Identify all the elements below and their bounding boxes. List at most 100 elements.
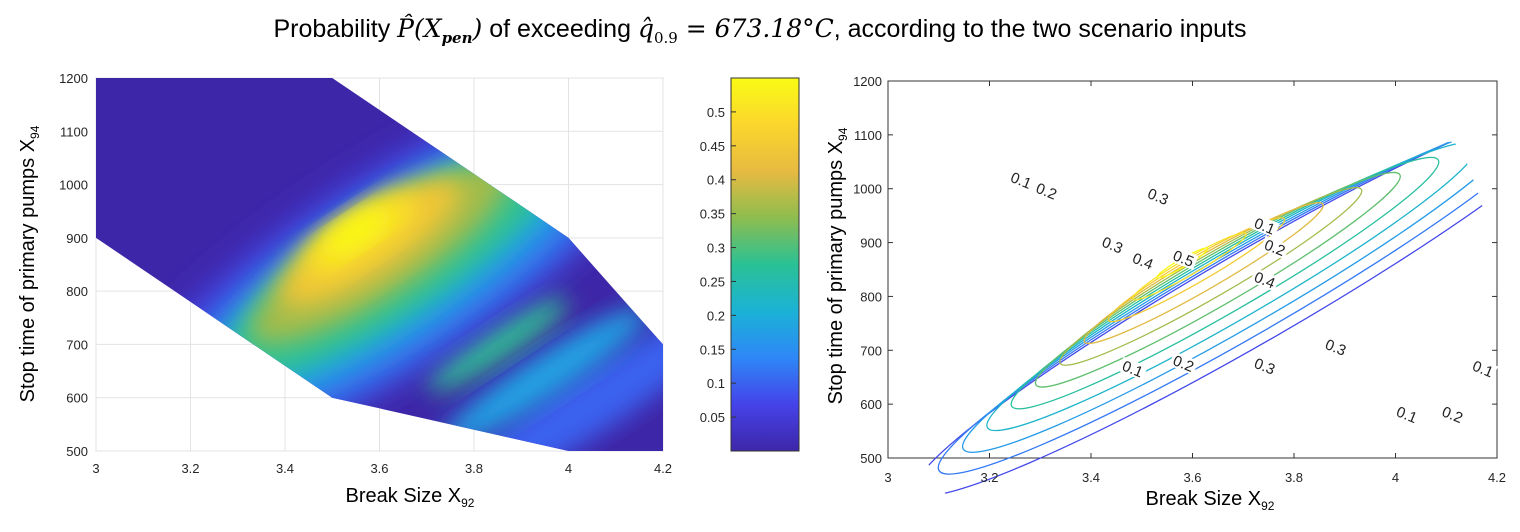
left-y-ticks: 500 600 700 800 900 1000 1100 1200 <box>59 71 88 459</box>
contour-label: 0.1 <box>1470 358 1496 382</box>
contour-line-level <box>1059 186 1363 366</box>
contour-label: 0.3 <box>1145 185 1171 209</box>
left-y-tick-label: 600 <box>66 391 88 406</box>
right-y-tick-label: 800 <box>860 289 882 304</box>
contour-label-group: 0.1 <box>1249 214 1280 239</box>
contour-label-group: 0.3 <box>1143 184 1174 209</box>
q-hat-symbol: q̂ <box>637 14 654 43</box>
contour-label: 0.2 <box>1439 404 1465 428</box>
contour-line-level <box>937 111 1520 475</box>
right-x-tick-label: 3 <box>884 470 891 485</box>
left-x-tick-label: 3.4 <box>276 461 294 476</box>
right-y-tick-label: 900 <box>860 236 882 251</box>
colorbar-tick-label: 0.3 <box>707 241 725 256</box>
contour-label: 0.2 <box>1170 352 1196 376</box>
contour-label-bg <box>1468 356 1498 381</box>
contour-label-bg <box>1249 267 1280 292</box>
contour-label-group: 0.2 <box>1031 179 1062 204</box>
contour-label-group: 0.4 <box>1249 267 1280 293</box>
contour-label-bg <box>1006 168 1037 192</box>
contour-label: 0.4 <box>1252 269 1278 293</box>
left-y-tick-label: 700 <box>66 337 88 352</box>
colorbar-tick-label: 0.4 <box>707 173 725 188</box>
contour-label-group: 0.4 <box>1128 249 1158 274</box>
left-x-tick-label: 3 <box>92 461 99 476</box>
left-surface-level <box>323 207 389 256</box>
left-y-tick-label: 800 <box>66 284 88 299</box>
colorbar-tick-label: 0.2 <box>707 308 725 323</box>
contour-label-group: 0.1 <box>1392 402 1422 428</box>
left-x-tick-label: 3.8 <box>465 461 483 476</box>
contour-label: 0.1 <box>1120 358 1146 382</box>
contour-label-group: 0.2 <box>1260 235 1290 261</box>
contour-label: 0.4 <box>1130 250 1156 274</box>
contour-label-bg <box>1168 246 1199 271</box>
right-x-tick-label: 3.2 <box>980 470 998 485</box>
figure-title: Probability P̂(Xpen) of exceeding q̂0.9 … <box>273 14 1247 47</box>
contour-label: 0.2 <box>1262 237 1288 261</box>
colorbar-gradient <box>730 77 800 452</box>
contour-label-group: 0.1 <box>1006 168 1037 193</box>
contour-label-bg <box>1437 402 1468 427</box>
contour-label-bg <box>1168 351 1199 376</box>
colorbar-tick-label: 0.35 <box>700 207 725 222</box>
contour-label-group: 0.2 <box>1168 351 1199 376</box>
contour-label: 0.1 <box>1252 215 1278 239</box>
contour-label-bg <box>1249 354 1280 378</box>
colorbar-tick-label: 0.05 <box>700 410 725 425</box>
right-x-tick-label: 3.4 <box>1082 470 1100 485</box>
right-x-tick-label: 4.2 <box>1488 470 1506 485</box>
left-y-axis-label: Stop time of primary pumps X94 <box>17 125 42 402</box>
colorbar-tick-label: 0.25 <box>700 274 725 289</box>
right-x-ticks: 3 3.2 3.4 3.6 3.8 4 4.2 <box>884 81 1506 485</box>
left-surface-tail <box>442 308 647 445</box>
right-y-ticks: 500 600 700 800 900 1000 1100 1200 <box>853 74 1497 466</box>
contour-label: 0.3 <box>1252 355 1278 379</box>
contour-label-group: 0.3 <box>1249 354 1280 379</box>
p-hat-symbol: P̂ <box>397 14 414 43</box>
contour-label: 0.3 <box>1099 234 1125 258</box>
left-x-axis-label: Break Size X92 <box>346 485 475 510</box>
contour-label-bg <box>1128 249 1158 273</box>
left-x-tick-label: 3.2 <box>181 461 199 476</box>
contour-label-bg <box>1097 232 1128 257</box>
colorbar-ticks: 0.05 0.1 0.15 0.2 0.25 0.3 0.35 0.4 0.45 0.5 <box>700 105 736 425</box>
left-heatmap-panel: 3 3.2 3.4 3.6 3.8 4 4.2 500 600 700 800 900 1000 110… <box>17 71 672 510</box>
contour-label-bg <box>1249 214 1280 238</box>
contour-label-group: 0.1 <box>1468 356 1498 382</box>
contour-label-bg <box>1143 184 1174 209</box>
right-x-tick-label: 3.6 <box>1183 470 1201 485</box>
right-contour-panel: 0.1 0.2 0.30.10.20.30.4 0.50.40.1 0.20.30.3 0… <box>825 74 1520 513</box>
right-y-tick-label: 1100 <box>854 128 882 143</box>
right-y-tick-label: 700 <box>860 343 882 358</box>
left-x-tick-label: 4.2 <box>654 461 672 476</box>
right-x-tick-label: 4 <box>1392 470 1399 485</box>
contour-label-bg <box>1321 335 1351 359</box>
contour-label-group: 0.2 <box>1437 402 1468 428</box>
right-y-tick-label: 1000 <box>853 182 882 197</box>
contour-label: 0.1 <box>1008 169 1034 193</box>
colorbar-tick-label: 0.45 <box>700 139 725 154</box>
colorbar-tick-label: 0.5 <box>707 105 725 120</box>
left-x-tick-label: 3.6 <box>370 461 388 476</box>
left-y-tick-label: 1100 <box>60 124 88 139</box>
right-contour-labels: 0.1 0.2 0.30.10.20.30.4 0.50.40.1 0.20.30.3 0… <box>1006 168 1498 427</box>
contour-line-level <box>1010 156 1440 410</box>
contour-label-bg <box>1260 235 1290 260</box>
contour-label: 0.5 <box>1170 247 1196 271</box>
right-y-tick-label: 600 <box>860 397 882 412</box>
right-y-axis-label: Stop time of primary pumps X94 <box>825 127 850 404</box>
contour-label: 0.1 <box>1394 404 1420 428</box>
left-surface-tail <box>427 297 568 392</box>
left-y-tick-label: 900 <box>66 231 88 246</box>
right-x-axis-label: Break Size X92 <box>1146 488 1275 513</box>
left-y-tick-label: 1000 <box>59 178 88 193</box>
right-y-tick-label: 500 <box>860 451 882 466</box>
right-y-tick-label: 1200 <box>853 74 882 89</box>
colorbar: 0.05 0.1 0.15 0.2 0.25 0.3 0.35 0.4 0.45 0.5 <box>700 77 800 452</box>
contour-label-bg <box>1392 402 1422 427</box>
contour-label-bg <box>1118 356 1148 381</box>
left-y-tick-label: 1200 <box>59 71 88 86</box>
contour-label: 0.3 <box>1323 336 1349 360</box>
